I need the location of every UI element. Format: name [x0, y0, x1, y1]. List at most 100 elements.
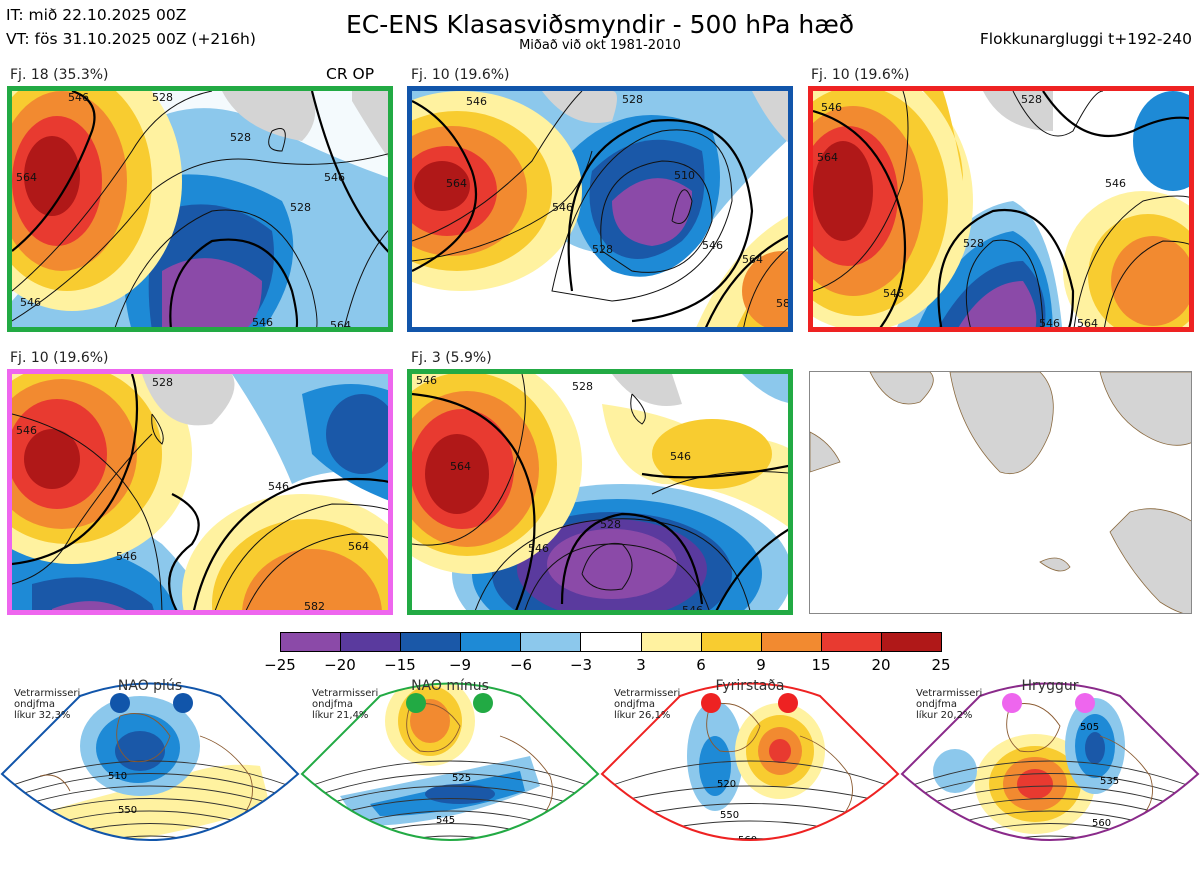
cluster-4-contour-label: 546 — [116, 550, 137, 563]
page-subtitle: Miðað við okt 1981-2010 — [519, 38, 681, 53]
cluster-1-contour-label: 528 — [290, 201, 311, 214]
regime-2-contour-label: 565 — [446, 851, 465, 862]
valid-time: VT: fös 31.10.2025 00Z (+216h) — [6, 30, 256, 48]
cluster-1-map: 546 528 528 564 546 528 546 546 564 — [7, 86, 393, 332]
cluster-3-contour-label: 528 — [1021, 93, 1042, 106]
regime-3-contour-label: 520 — [717, 779, 736, 790]
colorbar-tick: −6 — [509, 656, 533, 674]
cluster-3-contour-label: 546 — [883, 287, 904, 300]
colorbar-segment — [821, 633, 882, 651]
colorbar-segment — [401, 633, 462, 651]
cluster-2-contour-label: 528 — [592, 243, 613, 256]
cluster-2-map: 546 528 564 546 510 528 546 564 582 — [407, 86, 793, 332]
colorbar-tick: 15 — [811, 656, 831, 674]
cluster-4-contour-label: 546 — [16, 424, 37, 437]
regime-4-contour-label: 560 — [1092, 818, 1111, 829]
cluster-5-contour-label: 564 — [450, 460, 471, 473]
page-title: EC-ENS Klasasviðsmyndir - 500 hPa hæð — [345, 10, 855, 39]
cluster-5-label: Fj. 3 (5.9%) — [411, 350, 492, 366]
regime-1-note: Vetrarmisseri ondjfma líkur 32,3% — [14, 688, 81, 721]
cluster-1-badge: CR OP — [326, 65, 375, 83]
colorbar-segment — [521, 633, 582, 651]
cluster-1-contour-label: 546 — [68, 91, 89, 104]
regime-3-contour-label: 550 — [720, 810, 739, 821]
cluster-1-contour-label: 546 — [324, 171, 345, 184]
regime-1-name: NAO plús — [117, 678, 183, 694]
cluster-1-contour-label: 564 — [16, 171, 37, 184]
colorbar-segment — [581, 633, 642, 651]
colorbar-tick: 3 — [636, 656, 646, 674]
cluster-1-contour-label: 528 — [230, 131, 251, 144]
regime-2-name: NAO mínus — [411, 678, 489, 694]
cluster-2-contour-label: 564 — [742, 253, 763, 266]
regime-4-name: Hryggur — [1021, 678, 1079, 694]
regime-nao-minus: 525 545 565 — [300, 676, 600, 871]
colorbar-segment — [701, 633, 762, 651]
cluster-4-contour-label: 528 — [152, 376, 173, 389]
colorbar-tick: 20 — [871, 656, 891, 674]
colorbar-segment — [281, 633, 342, 651]
colorbar-tick: −25 — [264, 656, 296, 674]
cluster-1-contour-label: 546 — [20, 296, 41, 309]
cluster-1-contour-label: 564 — [330, 319, 351, 332]
colorbar-tick: −3 — [569, 656, 593, 674]
regime-1-contour-label: 550 — [118, 805, 137, 816]
cluster-3-contour-label: 546 — [821, 101, 842, 114]
cluster-3-contour-label: 528 — [963, 237, 984, 250]
colorbar-segment — [341, 633, 402, 651]
anomaly-colorbar — [280, 632, 942, 652]
cluster-4-contour-label: 564 — [348, 540, 369, 553]
cluster-1-contour-label: 528 — [152, 91, 173, 104]
cluster-4-label: Fj. 10 (19.6%) — [10, 350, 109, 366]
regime-2-contour-label: 545 — [436, 815, 455, 826]
colorbar-segment — [641, 633, 702, 651]
cluster-5-contour-label: 546 — [670, 450, 691, 463]
colorbar-segment — [881, 633, 942, 651]
cluster-2-contour-label: 546 — [552, 201, 573, 214]
regime-4-contour-label: 535 — [1100, 776, 1119, 787]
cluster-5-contour-label: 528 — [572, 380, 593, 393]
regime-4-note: Vetrarmisseri ondjfma líkur 20,2% — [916, 688, 983, 721]
cluster-1-contour-label: 546 — [252, 316, 273, 329]
cluster-5-contour-label: 546 — [528, 542, 549, 555]
regime-2-contour-label: 525 — [452, 773, 471, 784]
cluster-3-contour-label: 546 — [1105, 177, 1126, 190]
cluster-5-contour-label: 546 — [682, 604, 703, 615]
regime-nao-plus: 510 550 — [0, 676, 300, 871]
classification-window: Flokkunargluggi t+192-240 — [979, 30, 1192, 48]
regime-1-contour-label: 510 — [108, 771, 127, 782]
cluster-4-contour-label: 546 — [268, 480, 289, 493]
cluster-2-contour-label: 510 — [674, 169, 695, 182]
regime-3-name: Fyrirstaða — [715, 678, 785, 694]
cluster-2-label: Fj. 10 (19.6%) — [411, 67, 510, 83]
cluster-3-contour-label: 546 — [1039, 317, 1060, 330]
colorbar-tick: −20 — [324, 656, 356, 674]
colorbar-tick: 25 — [931, 656, 951, 674]
colorbar-tick: −9 — [448, 656, 472, 674]
colorbar-tick: −15 — [384, 656, 416, 674]
cluster-5-contour-label: 528 — [600, 518, 621, 531]
colorbar-segment — [761, 633, 822, 651]
cluster-2-contour-label: 546 — [702, 239, 723, 252]
empty-map-panel — [809, 371, 1192, 614]
cluster-3-map: 546 528 564 546 528 546 546 564 — [808, 86, 1194, 332]
cluster-1-label: Fj. 18 (35.3%) — [10, 67, 109, 83]
regime-3-contour-label: 560 — [738, 835, 757, 846]
regime-3-note: Vetrarmisseri ondjfma líkur 26,1% — [614, 688, 681, 721]
regime-2-note: Vetrarmisseri ondjfma líkur 21,4% — [312, 688, 379, 721]
cluster-5-contour-label: 546 — [416, 374, 437, 387]
cluster-2-contour-label: 528 — [622, 93, 643, 106]
colorbar-tick: 9 — [756, 656, 766, 674]
regime-blocking: 520 550 560 — [600, 676, 900, 871]
cluster-2-contour-label: 582 — [776, 297, 793, 310]
regime-4-contour-label: 505 — [1080, 722, 1099, 733]
cluster-3-label: Fj. 10 (19.6%) — [811, 67, 910, 83]
cluster-2-contour-label: 546 — [466, 95, 487, 108]
cluster-3-contour-label: 564 — [817, 151, 838, 164]
colorbar-tick: 6 — [696, 656, 706, 674]
colorbar-segment — [461, 633, 522, 651]
cluster-2-contour-label: 564 — [446, 177, 467, 190]
cluster-4-map: 528 546 546 564 546 582 — [7, 369, 393, 615]
cluster-3-contour-label: 564 — [1077, 317, 1098, 330]
cluster-5-map: 546 528 564 546 546 528 546 — [407, 369, 793, 615]
